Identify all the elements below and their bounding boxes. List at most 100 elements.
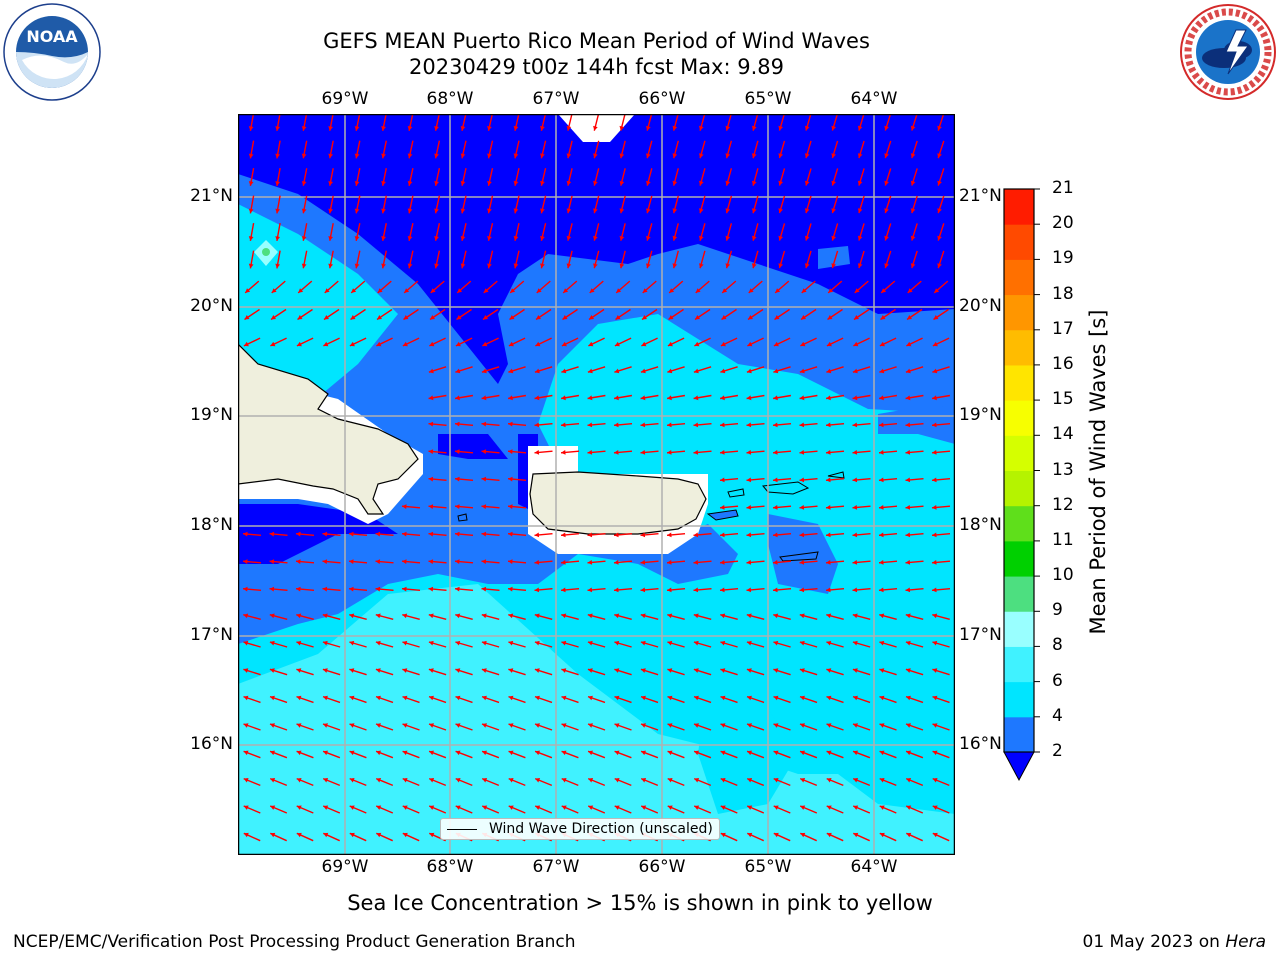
wind-wave-arrowhead: [428, 421, 434, 427]
wind-wave-arrowhead: [746, 532, 752, 538]
wind-wave-arrowhead: [720, 505, 725, 510]
wind-wave-arrowhead: [619, 180, 625, 186]
wind-wave-arrowhead: [879, 695, 885, 701]
wind-wave-arrowhead: [376, 778, 382, 783]
wind-wave-arrowhead: [746, 587, 752, 593]
wind-wave-arrowhead: [481, 613, 487, 619]
wind-wave-arrowhead: [482, 695, 487, 701]
lat-label-right: 16°N: [959, 734, 1002, 754]
wind-wave-arrowhead: [271, 315, 276, 320]
wind-wave-arrowhead: [720, 778, 726, 783]
wind-wave-arrowhead: [248, 263, 254, 269]
wind-wave-arrowhead: [540, 263, 545, 269]
wind-wave-arrowhead: [695, 288, 701, 293]
wind-wave-arrowhead: [513, 235, 519, 241]
colorbar-tick-label: 6: [1052, 670, 1063, 691]
wind-wave-arrowhead: [773, 668, 779, 673]
wind-wave-arrowhead: [773, 341, 779, 347]
wind-wave-arrowhead: [879, 341, 885, 347]
graticule: [238, 114, 955, 855]
wind-wave-arrowhead: [428, 368, 434, 374]
wind-wave-arrowhead: [377, 288, 383, 293]
wind-wave-arrowhead: [354, 263, 360, 269]
wind-wave-arrowhead: [248, 208, 254, 214]
wind-wave-arrowhead: [619, 235, 625, 241]
wind-wave-arrowhead: [455, 586, 460, 592]
wind-wave-arrowhead: [349, 668, 355, 673]
wind-wave-arrowhead: [296, 695, 302, 701]
wind-wave-arrowhead: [694, 695, 699, 701]
wind-wave-arrowhead: [641, 723, 646, 728]
colorbar: [1000, 186, 1080, 786]
wind-wave-arrowhead: [879, 613, 885, 619]
wind-wave-arrowhead: [269, 640, 275, 646]
wind-wave-arrowhead: [487, 181, 492, 186]
wind-wave-arrowhead: [642, 315, 647, 320]
wind-wave-arrowhead: [354, 181, 360, 186]
map-plot-area: [237, 112, 956, 856]
wind-wave-arrowhead: [296, 668, 302, 673]
wind-wave-arrowhead: [614, 450, 619, 455]
wind-wave-arrowhead: [693, 587, 699, 593]
wind-wave-arrowhead: [434, 181, 439, 186]
wind-wave-arrowhead: [932, 613, 938, 619]
wind-wave-arrowhead: [614, 778, 620, 783]
wind-wave-arrowhead: [880, 315, 886, 320]
wind-wave-arrowhead: [751, 208, 757, 214]
wind-wave-arrowhead: [693, 368, 699, 374]
wind-wave-arrowhead: [879, 640, 885, 646]
wind-wave-arrowhead: [614, 587, 619, 593]
wind-wave-arrowhead: [508, 668, 514, 673]
wind-wave-arrowhead: [905, 668, 911, 673]
wind-wave-arrowhead: [937, 125, 942, 131]
wind-wave-arrowhead: [381, 126, 386, 131]
wind-wave-arrowhead: [323, 341, 329, 347]
wind-wave-arrowhead: [349, 832, 355, 838]
wind-wave-arrowhead: [640, 395, 646, 401]
wind-wave-arrowhead: [275, 263, 280, 269]
wind-wave-arrowhead: [852, 532, 858, 538]
wind-wave-arrowhead: [694, 750, 699, 756]
wind-wave-arrowhead: [773, 778, 779, 783]
wind-wave-arrowhead: [407, 153, 413, 159]
colorbar-segment: [1004, 681, 1034, 718]
colorbar-segment: [1004, 364, 1034, 401]
lat-label-right: 19°N: [959, 405, 1002, 425]
wind-wave-arrowhead: [434, 153, 439, 159]
wind-wave-arrowhead: [932, 560, 937, 565]
wind-wave-arrowhead: [481, 504, 487, 509]
wind-wave-arrowhead: [879, 560, 884, 565]
wind-wave-arrowhead: [826, 750, 832, 756]
wind-wave-arrowhead: [481, 368, 487, 374]
wind-wave-arrowhead: [275, 236, 280, 241]
wind-wave-arrowhead: [747, 750, 752, 756]
wind-wave-arrowhead: [799, 422, 805, 428]
wind-wave-arrowhead: [328, 126, 333, 131]
wind-wave-arrowhead: [640, 532, 646, 538]
wind-wave-arrowhead: [667, 368, 673, 374]
wind-wave-arrowhead: [720, 587, 725, 593]
wind-wave-arrowhead: [402, 832, 408, 838]
wind-wave-arrowhead: [349, 805, 355, 810]
wind-wave-arrowhead: [667, 805, 673, 810]
wind-wave-arrowhead: [804, 153, 810, 159]
wind-wave-arrowhead: [826, 532, 831, 538]
wind-wave-arrowhead: [481, 449, 487, 454]
wind-wave-arrowhead: [540, 208, 545, 214]
wind-wave-arrowhead: [534, 368, 540, 374]
wind-wave-arrowhead: [508, 750, 514, 756]
wind-wave-arrowhead: [402, 750, 408, 756]
wind-wave-arrowhead: [778, 263, 783, 269]
wind-wave-arrowhead: [614, 560, 619, 565]
wind-wave-arrowhead: [429, 341, 435, 347]
wind-wave-arrowhead: [641, 750, 646, 756]
wind-wave-arrowhead: [775, 288, 781, 293]
wind-wave-arrowhead: [534, 395, 540, 401]
wind-wave-arrowhead: [694, 805, 700, 810]
lat-label-left: 20°N: [190, 296, 233, 316]
wind-wave-arrowhead: [646, 125, 651, 131]
wind-wave-arrowhead: [614, 422, 619, 428]
wind-wave-arrowhead: [672, 208, 678, 214]
wind-wave-arrowhead: [563, 288, 569, 293]
wind-wave-arrowhead: [296, 778, 302, 783]
